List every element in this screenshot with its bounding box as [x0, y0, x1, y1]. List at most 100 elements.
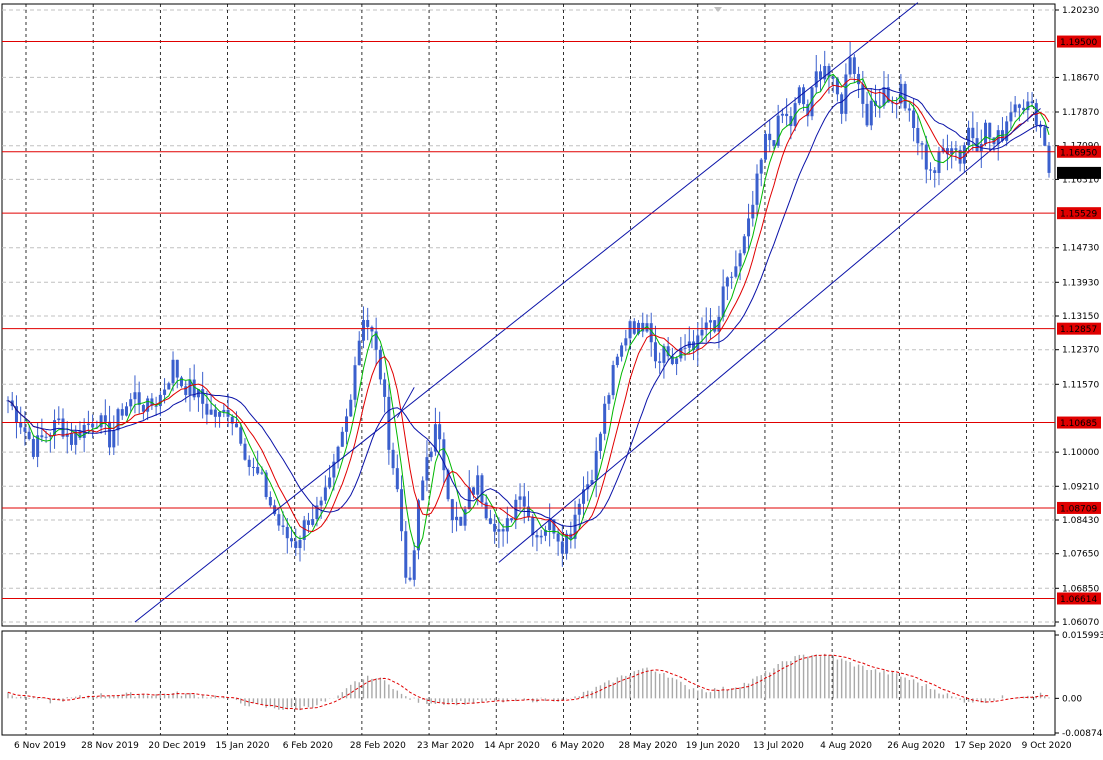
candle-body	[950, 148, 954, 155]
price-tick-label: 1.14730	[1062, 244, 1099, 254]
candle-body	[721, 286, 725, 317]
candle-body	[869, 100, 873, 126]
candle-body	[565, 533, 569, 554]
level-label: 1.08709	[1060, 504, 1097, 514]
candle-body	[620, 345, 624, 357]
candle-body	[61, 418, 65, 437]
level-box	[1057, 322, 1101, 335]
candle-body	[865, 103, 869, 126]
candle-body	[133, 392, 137, 400]
date-label: 20 Dec 2019	[148, 741, 206, 751]
candle-body	[683, 347, 687, 349]
candle-body	[1022, 107, 1026, 111]
price-tick-label: 1.09210	[1062, 482, 1099, 492]
candle-body	[429, 451, 433, 458]
candle-body	[235, 423, 239, 428]
channel-lower-line	[498, 108, 1041, 563]
candle-body	[116, 409, 120, 431]
candle-body	[895, 102, 899, 104]
candle-body	[349, 399, 353, 417]
candle-body	[57, 418, 61, 421]
candle-body	[899, 83, 903, 104]
candle-body	[886, 87, 890, 103]
candle-body	[86, 423, 90, 425]
candle-body	[251, 466, 255, 468]
candle-body	[471, 487, 475, 495]
level-label: 1.19500	[1060, 38, 1097, 48]
candle-body	[154, 405, 158, 407]
level-box	[1057, 592, 1101, 605]
candle-body	[543, 530, 547, 536]
candle-body	[306, 520, 310, 525]
date-label: 6 Feb 2020	[283, 741, 334, 751]
candle-body	[260, 472, 264, 474]
candle-body	[708, 320, 712, 323]
candle-body	[548, 519, 552, 531]
candle-body	[78, 431, 82, 438]
candle-body	[785, 113, 789, 117]
price-tick-label: 1.08430	[1062, 516, 1099, 526]
candle-body	[150, 398, 154, 406]
candle-body	[247, 459, 251, 468]
candle-body	[751, 204, 755, 219]
candle-body	[497, 529, 501, 532]
candle-body	[907, 108, 911, 111]
date-label: 6 Nov 2019	[14, 741, 66, 751]
price-tick-label: 1.06850	[1062, 584, 1099, 594]
candle-body	[488, 518, 492, 524]
candle-body	[611, 365, 615, 396]
candle-body	[501, 529, 505, 532]
candle-body	[810, 87, 814, 117]
candle-body	[171, 359, 175, 384]
candle-body	[450, 499, 454, 521]
candle-body	[700, 329, 704, 336]
candle-body	[556, 533, 560, 542]
candle-body	[319, 500, 323, 506]
candle-body	[662, 346, 666, 363]
candle-body	[763, 133, 767, 160]
osc-tick-label: 0.00	[1062, 694, 1082, 704]
candle-body	[632, 321, 636, 334]
candle-body	[442, 439, 446, 471]
candle-body	[222, 409, 226, 412]
candle-body	[167, 383, 171, 390]
candle-body	[108, 421, 112, 448]
current-price-label: 1.16461	[1060, 169, 1097, 179]
candle-body	[577, 503, 581, 515]
candle-body	[205, 403, 209, 415]
candle-body	[366, 319, 370, 327]
price-tick-label: 1.17870	[1062, 108, 1099, 118]
candle-body	[996, 130, 1000, 145]
candle-body	[679, 348, 683, 359]
candle-body	[747, 218, 751, 237]
date-label: 23 Mar 2020	[417, 741, 474, 751]
candle-body	[1017, 104, 1021, 108]
candle-body	[844, 74, 848, 114]
candle-body	[670, 356, 674, 365]
candle-body	[264, 472, 268, 497]
candle-body	[239, 427, 243, 444]
candle-body	[328, 477, 332, 488]
candle-body	[53, 420, 57, 436]
candle-body	[370, 326, 374, 332]
date-label: 28 Feb 2020	[350, 741, 406, 751]
candle-body	[277, 514, 281, 526]
candle-body	[74, 431, 78, 445]
candle-body	[713, 320, 717, 332]
candle-body	[467, 487, 471, 510]
price-tick-label: 1.16310	[1062, 175, 1099, 185]
candle-body	[962, 145, 966, 164]
candle-body	[1047, 145, 1051, 173]
level-label: 1.12857	[1060, 325, 1097, 335]
candle-body	[916, 128, 920, 144]
candle-body	[535, 535, 539, 538]
candle-body	[1009, 112, 1013, 122]
candle-body	[890, 102, 894, 104]
candle-body	[311, 519, 315, 525]
candle-body	[446, 470, 450, 500]
candle-body	[433, 424, 437, 452]
candle-body	[192, 379, 196, 398]
candle-body	[954, 148, 958, 150]
